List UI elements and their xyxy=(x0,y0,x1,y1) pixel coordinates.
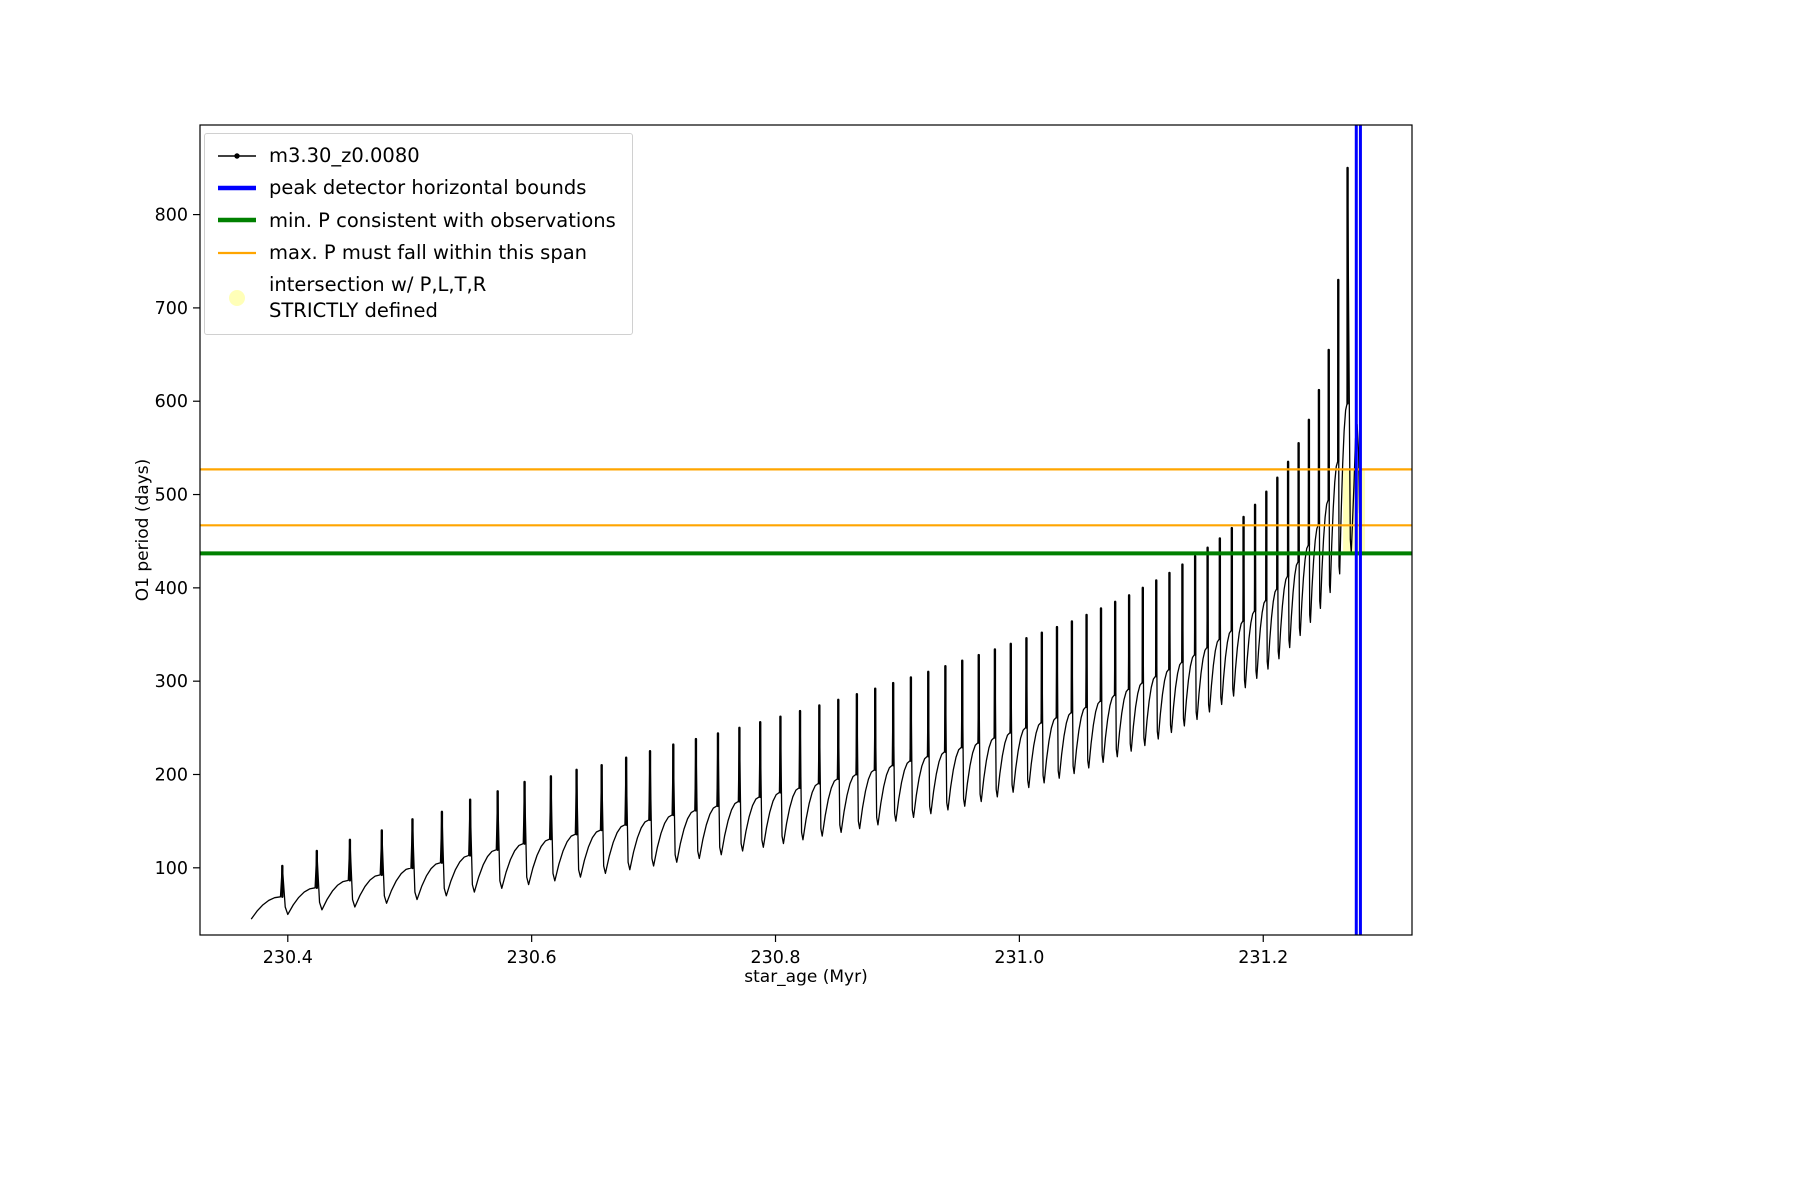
thick-line-marker-icon xyxy=(218,218,256,223)
line-marker-icon xyxy=(218,251,256,254)
y-tick-label: 400 xyxy=(155,579,188,599)
legend-item-label: peak detector horizontal bounds xyxy=(269,176,587,200)
legend-item-label: m3.30_z0.0080 xyxy=(269,144,420,167)
x-tick-label: 231.0 xyxy=(994,948,1044,968)
y-tick-label: 200 xyxy=(155,765,188,785)
reference-lines-group xyxy=(200,125,1412,935)
legend-item-label: min. P consistent with observations xyxy=(269,208,616,232)
legend-item-label: intersection w/ P,L,T,R STRICTLY defined xyxy=(269,273,487,322)
y-axis-label: O1 period (days) xyxy=(133,459,153,602)
series-spikes xyxy=(281,166,1349,898)
legend-item-label: max. P must fall within this span xyxy=(269,241,588,265)
x-tick-label: 231.2 xyxy=(1238,948,1288,968)
x-tick-label: 230.4 xyxy=(263,948,313,968)
x-axis-label: star_age (Myr) xyxy=(744,967,867,987)
y-tick-label: 100 xyxy=(155,859,188,879)
dot-marker-icon xyxy=(229,289,245,306)
line-dot-marker-icon xyxy=(218,152,256,159)
y-tick-label: 800 xyxy=(155,206,188,226)
legend-item: peak detector horizontal bounds xyxy=(215,175,616,200)
y-tick-label: 300 xyxy=(155,672,188,692)
legend-item: max. P must fall within this span xyxy=(215,240,616,265)
ticks-group: 230.4 230.6 230.8 231.0 231.2 100 200 300 400 500… xyxy=(155,206,1289,968)
x-tick-label: 230.6 xyxy=(507,948,557,968)
legend-item: min. P consistent with observations xyxy=(215,208,616,233)
axes-border xyxy=(199,124,1413,936)
y-tick-label: 600 xyxy=(155,392,188,412)
x-tick-label: 230.8 xyxy=(750,948,800,968)
series-group xyxy=(250,166,1361,920)
legend-item: intersection w/ P,L,T,R STRICTLY defined xyxy=(215,272,616,323)
y-tick-label: 700 xyxy=(155,299,188,319)
thick-line-marker-icon xyxy=(218,185,256,191)
legend-item: m3.30_z0.0080 xyxy=(215,143,616,168)
y-tick-label: 500 xyxy=(155,486,188,506)
